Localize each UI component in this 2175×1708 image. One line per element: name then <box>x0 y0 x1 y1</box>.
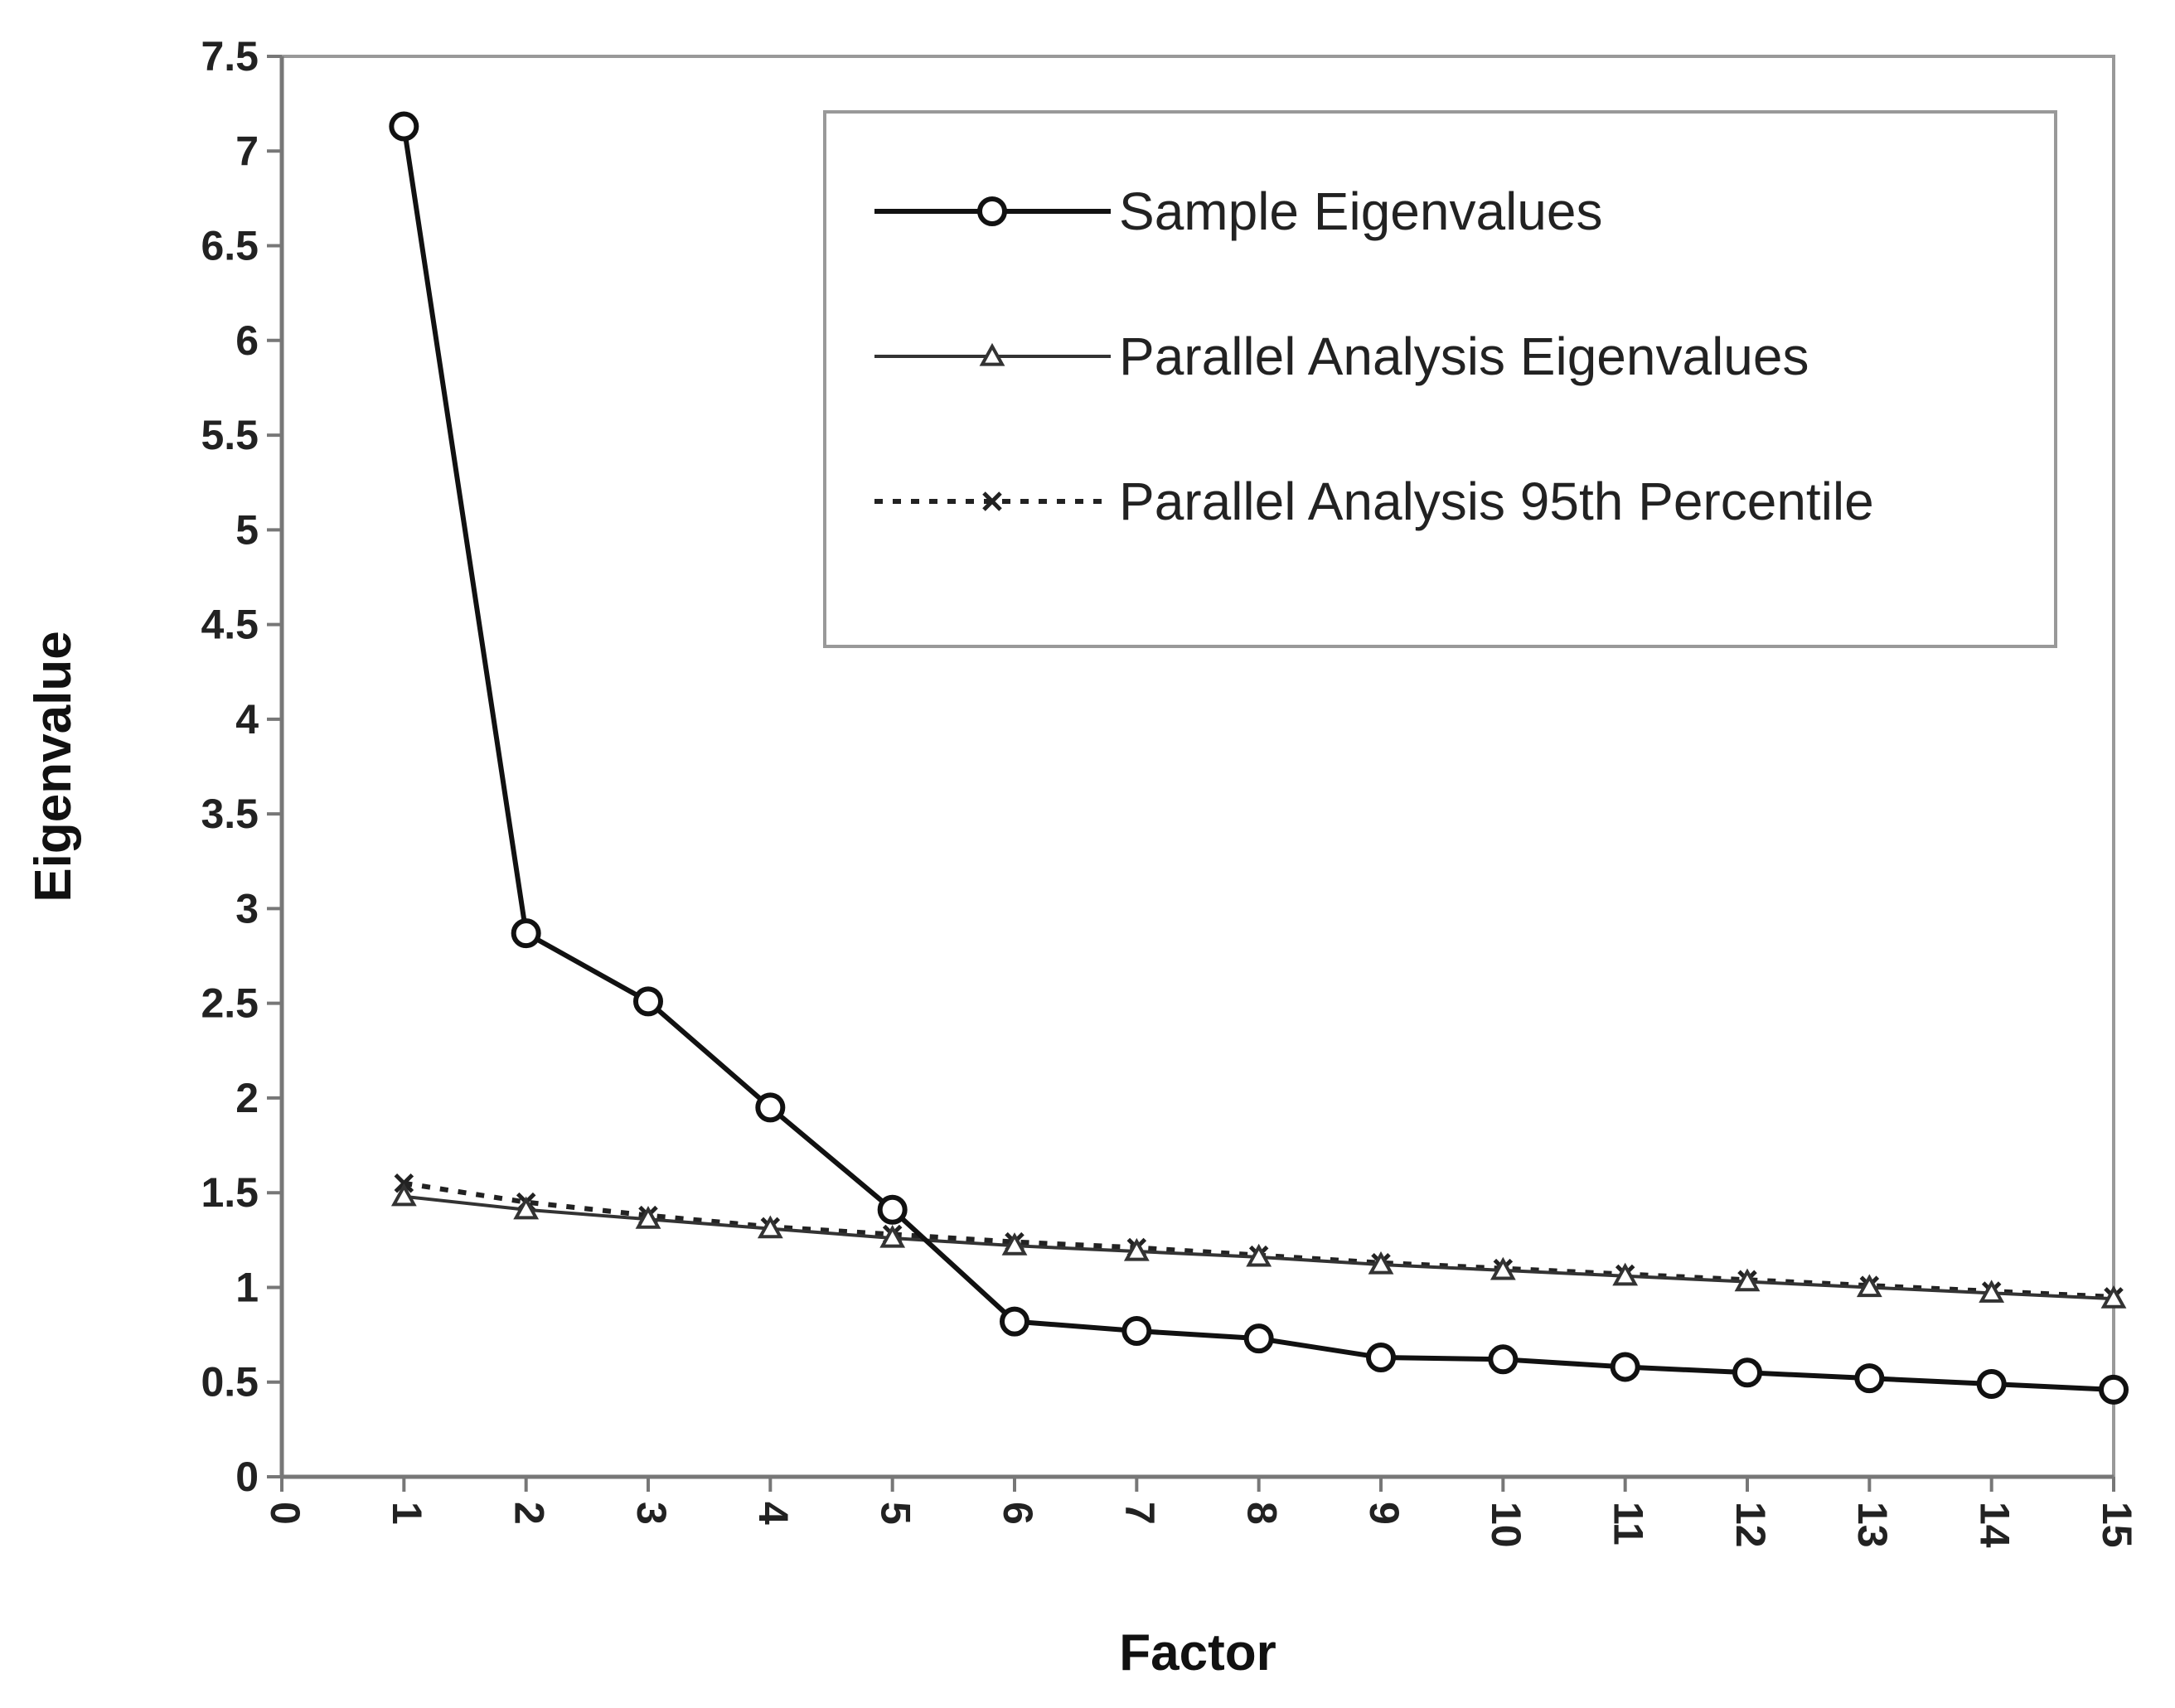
x-tick-label: 10 <box>1483 1502 1529 1548</box>
x-tick-label: 0 <box>262 1502 308 1525</box>
data-point <box>1610 1352 1640 1382</box>
data-point <box>1121 1316 1152 1347</box>
y-tick-label: 5.5 <box>201 412 259 458</box>
data-point <box>1976 1369 2007 1400</box>
y-tick-label: 2.5 <box>201 980 259 1027</box>
series-1 <box>390 1183 2127 1309</box>
series-layer <box>389 111 2129 1405</box>
data-point <box>1246 1243 1272 1267</box>
y-tick-label: 0.5 <box>201 1359 259 1406</box>
x-tick-label: 9 <box>1361 1502 1407 1525</box>
data-point <box>1123 1237 1150 1261</box>
y-tick-label: 0 <box>235 1454 259 1500</box>
legend-marker <box>979 342 1005 366</box>
series-line <box>403 1180 2114 1299</box>
data-point <box>1490 1256 1516 1280</box>
y-tick-label: 1.5 <box>201 1169 259 1216</box>
data-point <box>1368 1251 1394 1275</box>
data-point <box>757 1215 783 1239</box>
data-point <box>633 986 663 1017</box>
data-point <box>1979 1280 2005 1303</box>
legend: Sample Eigenvalues Parallel Analysis Eige… <box>823 110 2057 648</box>
data-point <box>389 111 419 142</box>
data-point <box>1000 1306 1029 1337</box>
y-tick-label: 6 <box>235 317 259 364</box>
y-tick-label: 2 <box>235 1075 259 1121</box>
x-tick-label: 7 <box>1117 1502 1163 1525</box>
data-point <box>2099 1374 2129 1405</box>
x-tick-label: 1 <box>384 1502 430 1525</box>
y-axis-title: Eigenvalue <box>25 631 82 902</box>
y-tick-label: 1 <box>235 1264 259 1310</box>
x-tick-label: 14 <box>1971 1502 2018 1548</box>
x-tick-label: 11 <box>1605 1502 1651 1546</box>
data-point <box>635 1206 661 1229</box>
x-axis-ticks: 0 1 2 3 4 5 6 7 8 9 10 11 12 13 14 15 <box>262 1477 2140 1548</box>
data-point <box>879 1224 906 1248</box>
y-tick-label: 5 <box>235 506 259 553</box>
data-point <box>1854 1363 1885 1394</box>
y-tick-label: 3.5 <box>201 791 259 837</box>
data-point <box>1488 1344 1519 1375</box>
data-point <box>1732 1357 1762 1388</box>
x-tick-label: 2 <box>506 1502 552 1525</box>
data-point <box>2100 1285 2127 1309</box>
data-point <box>1366 1343 1396 1373</box>
legend-label: Sample Eigenvalues <box>1119 181 1602 241</box>
data-point <box>390 1183 417 1207</box>
legend-box <box>823 110 2057 648</box>
data-point <box>513 1196 540 1220</box>
y-tick-label: 4 <box>235 696 259 743</box>
legend-label: Parallel Analysis 95th Percentile <box>1119 472 1874 531</box>
data-point <box>1001 1232 1028 1256</box>
x-tick-label: 13 <box>1849 1502 1896 1548</box>
x-tick-label: 4 <box>750 1502 797 1525</box>
data-point <box>1856 1274 1882 1298</box>
y-tick-label: 6.5 <box>201 223 259 269</box>
data-point <box>1612 1262 1639 1286</box>
legend-label: Parallel Analysis Eigenvalues <box>1119 327 1809 386</box>
data-point <box>755 1092 786 1123</box>
series-0 <box>389 111 2129 1405</box>
x-tick-label: 8 <box>1238 1502 1285 1525</box>
data-point <box>1243 1323 1274 1354</box>
y-tick-label: 3 <box>235 885 259 931</box>
x-tick-label: 15 <box>2094 1502 2140 1548</box>
x-tick-label: 3 <box>628 1502 675 1525</box>
y-axis-ticks: 0 0.5 1 1.5 2 2.5 3 3.5 4 4.5 5 5.5 6 6.5 7 7.5 <box>201 33 282 1500</box>
y-tick-label: 7.5 <box>201 33 259 80</box>
data-point <box>511 918 541 949</box>
y-tick-label: 7 <box>235 128 259 174</box>
legend-marker <box>982 491 1002 511</box>
x-tick-label: 6 <box>995 1502 1041 1525</box>
y-tick-label: 4.5 <box>201 602 259 648</box>
data-point <box>1734 1268 1761 1292</box>
x-tick-label: 5 <box>872 1502 918 1525</box>
x-axis-title: Factor <box>1119 1624 1276 1681</box>
legend-marker <box>977 196 1007 226</box>
data-point <box>877 1194 908 1225</box>
x-tick-label: 12 <box>1727 1502 1774 1548</box>
